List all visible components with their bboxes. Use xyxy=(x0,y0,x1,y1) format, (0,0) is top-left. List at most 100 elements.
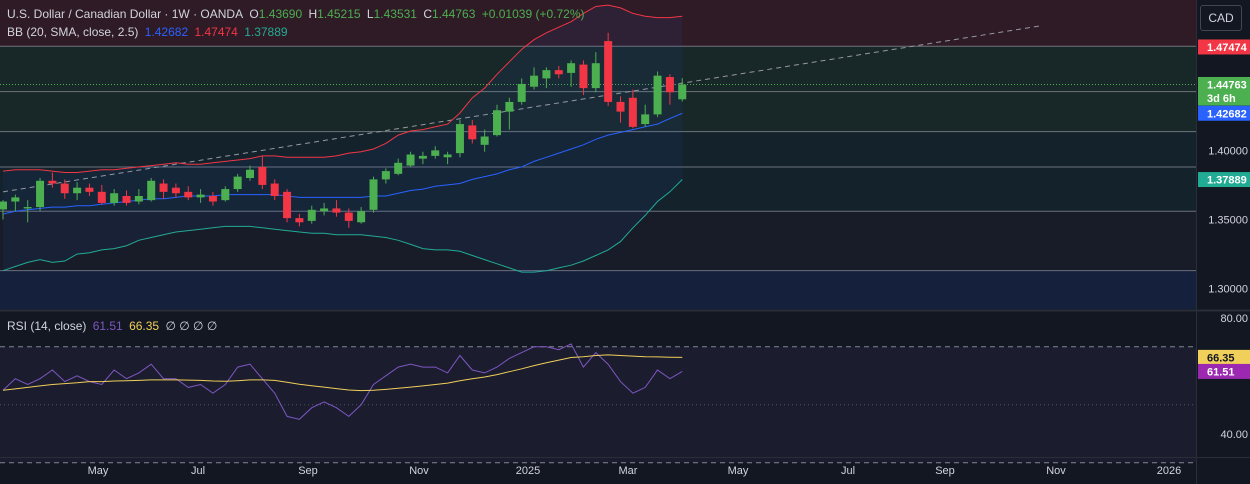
candle-body xyxy=(394,162,403,174)
candle-body xyxy=(283,191,292,219)
x-tick-label: Sep xyxy=(935,465,955,477)
candle-7 xyxy=(85,183,94,196)
candle-body xyxy=(270,183,279,196)
candle-41 xyxy=(505,97,514,130)
candle-40 xyxy=(493,104,501,137)
dashed-trendline xyxy=(2,25,1041,193)
candle-body xyxy=(159,183,168,192)
bb-basis-value: 1.42682 xyxy=(144,25,189,39)
candle-body xyxy=(295,218,304,223)
price-zones xyxy=(0,0,1196,309)
candle-51 xyxy=(628,89,637,129)
candle-26 xyxy=(320,202,329,216)
candle-48 xyxy=(591,52,600,93)
low-label: L xyxy=(366,7,374,21)
close-label: C xyxy=(423,7,432,21)
candle-body xyxy=(23,207,32,209)
candle-body xyxy=(134,195,143,202)
price-tag-box xyxy=(1198,90,1250,106)
candle-body xyxy=(381,171,390,180)
x-tick-label: 2025 xyxy=(516,465,540,477)
candle-11 xyxy=(134,189,143,205)
rsi-ma-value: 66.35 xyxy=(129,319,160,333)
candle-body xyxy=(468,125,477,140)
rsi-legend[interactable]: RSI (14, close) 61.51 66.35 ∅ ∅ ∅ ∅ xyxy=(7,319,220,333)
rsi-tick-label: 80.00 xyxy=(1220,313,1248,325)
candle-44 xyxy=(542,67,551,89)
price-tag-rsi-0: 66.35 xyxy=(1198,349,1250,365)
candle-22 xyxy=(270,179,279,201)
symbol-title: U.S. Dollar / Canadian Dollar · 1W · OAN… xyxy=(7,7,244,21)
candle-body xyxy=(184,191,193,198)
candle-12 xyxy=(147,178,156,202)
candle-42 xyxy=(517,78,526,105)
price-tag-box xyxy=(1198,349,1250,365)
candle-body xyxy=(505,101,514,112)
candle-21 xyxy=(258,155,267,190)
bb-band-area xyxy=(3,5,683,273)
candle-16 xyxy=(196,189,205,203)
candle-body xyxy=(530,75,539,87)
candle-body xyxy=(246,169,254,179)
price-tag-box xyxy=(1198,363,1250,379)
candle-20 xyxy=(246,165,254,181)
candle-4 xyxy=(48,172,57,188)
candle-body xyxy=(171,187,180,194)
candle-31 xyxy=(381,168,390,184)
currency-button[interactable]: CAD xyxy=(1200,5,1242,31)
price-tag-text: 1.44763 xyxy=(1207,79,1247,91)
x-tick-label: Sep xyxy=(298,465,318,477)
candle-body xyxy=(11,197,20,202)
candle-body xyxy=(73,187,82,194)
candle-35 xyxy=(431,146,440,159)
candle-body xyxy=(542,70,551,79)
candle-body xyxy=(443,154,452,158)
candle-body xyxy=(628,97,637,127)
candle-29 xyxy=(357,207,366,224)
candle-body xyxy=(110,193,119,203)
rsi-ma-line xyxy=(2,354,683,392)
candle-30 xyxy=(369,176,378,213)
x-tick-label: May xyxy=(728,465,749,477)
candle-43 xyxy=(530,67,539,90)
change-value: +0.01039 (+0.72%) xyxy=(481,7,585,21)
rsi-line xyxy=(2,343,683,420)
candle-25 xyxy=(307,205,316,224)
candle-body xyxy=(665,77,674,93)
price-zone-3 xyxy=(0,211,1196,271)
candle-38 xyxy=(468,119,477,144)
candle-13 xyxy=(159,179,168,199)
bb-legend[interactable]: BB (20, SMA, close, 2.5) 1.42682 1.47474… xyxy=(7,25,291,39)
high-value: 1.45215 xyxy=(317,7,361,21)
candle-54 xyxy=(665,74,674,105)
price-tag-text: 1.47474 xyxy=(1207,42,1248,54)
x-tick-label: Nov xyxy=(1046,465,1066,477)
symbol-legend: U.S. Dollar / Canadian Dollar · 1W · OAN… xyxy=(7,7,587,21)
candle-37 xyxy=(455,119,464,158)
low-value: 1.43531 xyxy=(373,7,417,21)
bb-upper-line xyxy=(2,4,683,173)
price-tag-text: 61.51 xyxy=(1207,366,1235,378)
candle-body xyxy=(233,176,242,190)
candle-body xyxy=(122,195,131,203)
bb-lower-value: 1.37889 xyxy=(244,25,288,39)
candle-body xyxy=(320,208,329,212)
candle-32 xyxy=(394,158,403,176)
candle-3 xyxy=(36,178,45,212)
candle-body xyxy=(579,64,588,89)
candle-body xyxy=(85,187,94,192)
candle-body xyxy=(567,63,576,73)
candle-body xyxy=(517,83,526,102)
candle-body xyxy=(196,194,205,198)
x-tick-label: Mar xyxy=(619,465,638,477)
rsi-band-bg xyxy=(0,346,1196,463)
candle-23 xyxy=(283,189,292,223)
candle-body xyxy=(554,70,563,75)
candle-body xyxy=(147,180,156,201)
trend-line xyxy=(2,25,1041,193)
rsi-value: 61.51 xyxy=(92,319,123,333)
candle-14 xyxy=(171,183,180,198)
price-tag-rsi-1: 61.51 xyxy=(1198,363,1250,379)
